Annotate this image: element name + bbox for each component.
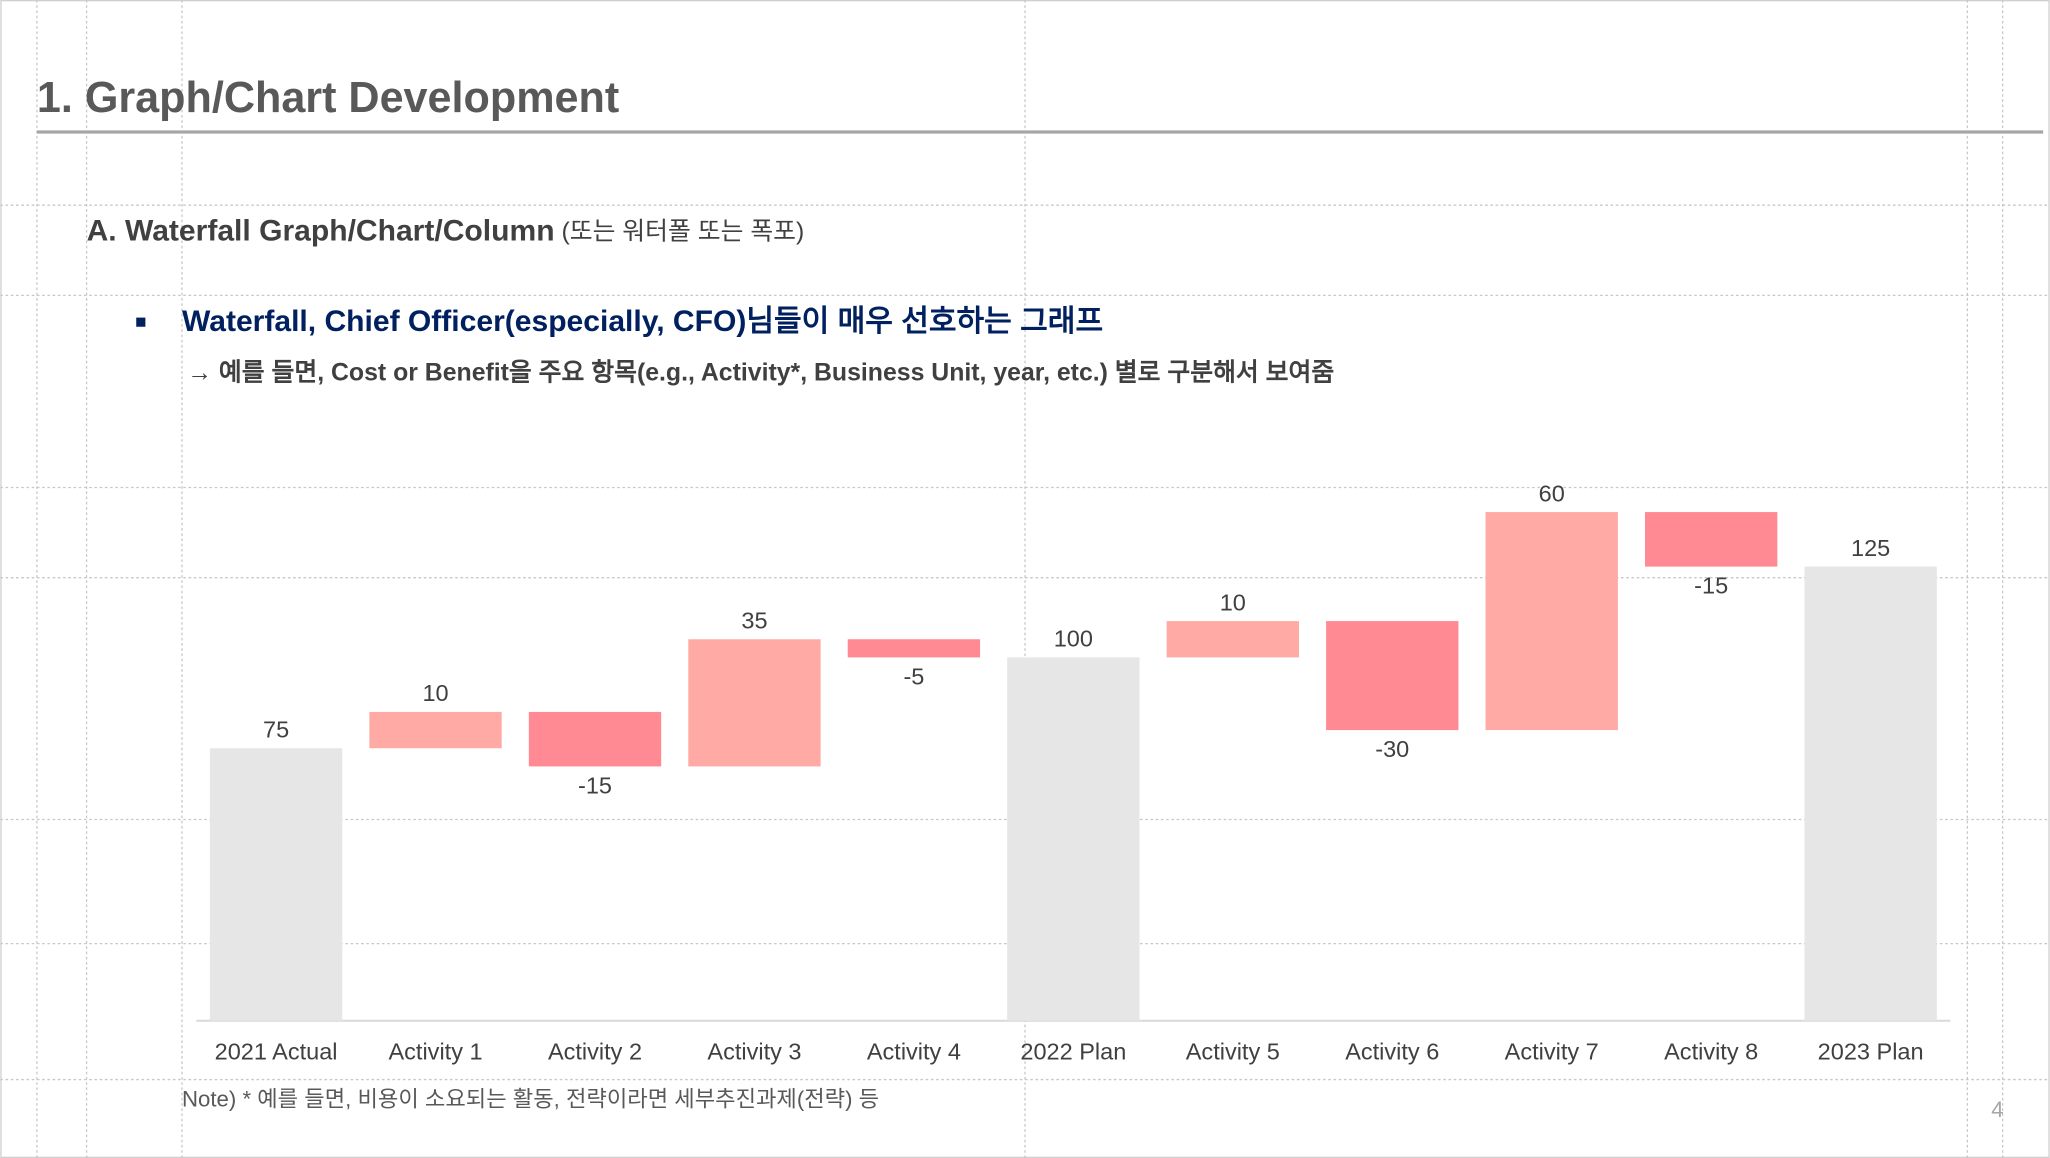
footnote: Note) * 예를 들면, 비용이 소요되는 활동, 전략이라면 세부추진과제… (182, 1086, 879, 1111)
category-label: Activity 1 (388, 1039, 482, 1065)
waterfall-chart: 75 2021 Actual 10 Activity 1 -15 Activity 2 35… (196, 480, 1951, 1065)
value-label: -5 (903, 664, 924, 690)
change-bar (369, 711, 502, 749)
category-label: 2022 Plan (1020, 1039, 1126, 1065)
category-label: Activity 4 (867, 1039, 961, 1065)
bullet-marker (136, 317, 146, 327)
category-label: 2023 Plan (1818, 1039, 1924, 1065)
change-bar (688, 639, 821, 767)
category-label: Activity 2 (548, 1039, 642, 1065)
change-bar (1166, 621, 1299, 658)
value-label: -15 (578, 773, 612, 799)
change-bar (1485, 512, 1618, 731)
change-bar (1645, 512, 1778, 567)
change-bar (847, 639, 981, 658)
category-label: Activity 3 (707, 1039, 801, 1065)
total-bar (1804, 566, 1937, 1021)
page-number: 4 (1991, 1097, 2003, 1122)
value-label: 100 (1054, 626, 1093, 652)
value-label: 10 (422, 680, 448, 706)
value-label: 60 (1539, 480, 1565, 506)
bullet-text: Waterfall, Chief Officer(especially, CFO… (182, 305, 1103, 338)
bullet-detail: → 예를 들면, Cost or Benefit을 주요 항목(e.g., Ac… (187, 358, 1334, 386)
section-title: A. Waterfall Graph/Chart/Column (87, 215, 555, 248)
total-bar (209, 748, 343, 1021)
value-label: 35 (741, 607, 767, 633)
category-label: 2021 Actual (215, 1039, 338, 1065)
change-bar (1326, 621, 1459, 731)
value-label: 10 (1220, 589, 1246, 615)
value-label: -15 (1694, 573, 1728, 599)
total-bar (1007, 657, 1140, 1021)
value-label: 125 (1851, 535, 1890, 561)
section-note: (또는 워터폴 또는 폭포) (555, 217, 805, 245)
category-label: Activity 5 (1186, 1039, 1280, 1065)
section-heading: A. Waterfall Graph/Chart/Column (또는 워터폴 … (87, 215, 805, 248)
change-bar (528, 711, 662, 767)
category-label: Activity 8 (1664, 1039, 1758, 1065)
value-label: -30 (1375, 736, 1409, 762)
category-label: Activity 6 (1345, 1039, 1439, 1065)
category-label: Activity 7 (1505, 1039, 1599, 1065)
slide-title: 1. Graph/Chart Development (37, 74, 619, 122)
value-label: 75 (263, 716, 289, 742)
